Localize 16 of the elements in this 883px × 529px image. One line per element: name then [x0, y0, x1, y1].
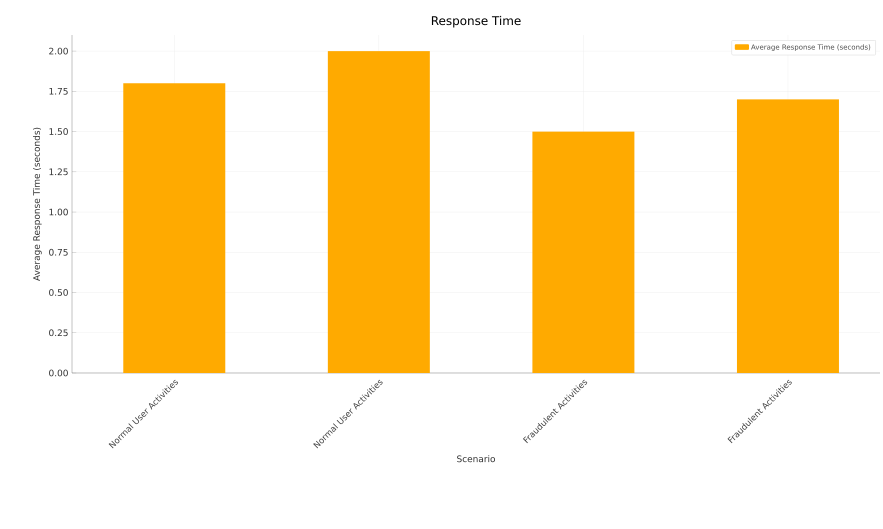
y-tick-label: 1.25	[50, 168, 68, 176]
y-tick-label: 0.00	[49, 370, 68, 376]
bar	[328, 51, 430, 373]
y-tick-label: 0.25	[49, 329, 68, 336]
y-tick-label: 0.50	[49, 289, 68, 296]
y-axis-title: Average Response Time (seconds)	[33, 128, 42, 281]
chart-title: Response Time	[432, 16, 521, 28]
bar	[736, 99, 839, 373]
y-tick-label: 1.75	[50, 88, 68, 95]
y-tick-label: 1.50	[50, 128, 68, 135]
bar	[123, 83, 226, 373]
y-tick-label: 0.75	[49, 248, 68, 256]
y-tick-label: 2.00	[49, 48, 68, 54]
y-tick-label: 1.00	[50, 208, 68, 216]
bar	[532, 132, 634, 373]
x-axis-title: Scenario	[457, 455, 496, 462]
